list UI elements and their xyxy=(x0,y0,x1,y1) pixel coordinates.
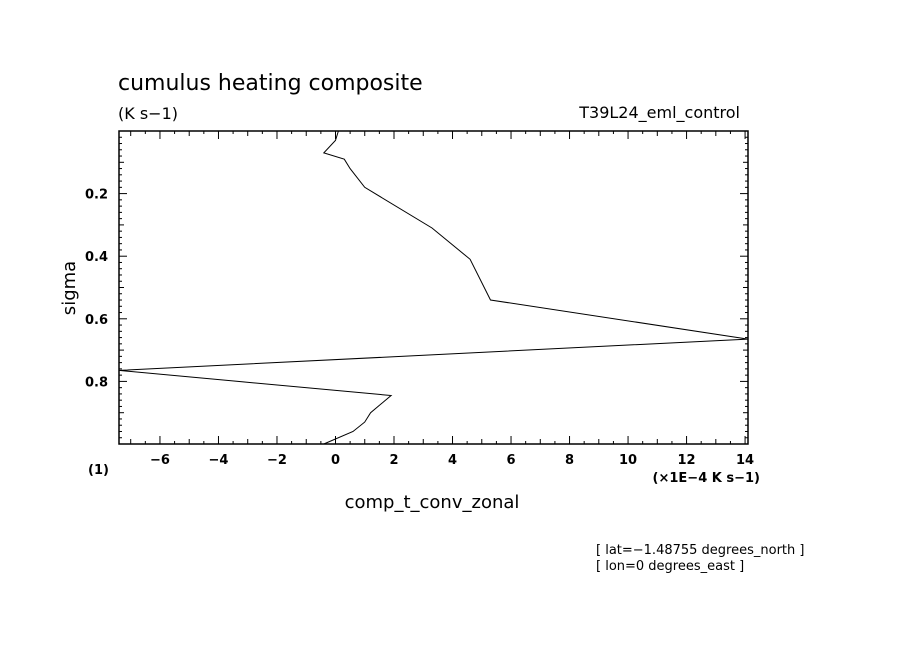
x-tick-label: 8 xyxy=(565,453,574,468)
lon-annotation: [ lon=0 degrees_east ] xyxy=(596,559,744,574)
plot-frame xyxy=(118,130,749,445)
units-label: (K s−1) xyxy=(118,104,178,123)
y-unit-label: (1) xyxy=(88,463,109,478)
y-axis-label: sigma xyxy=(59,261,80,315)
y-tick-label: 0.4 xyxy=(85,250,108,265)
y-tick-label: 0.2 xyxy=(85,188,108,203)
x-tick-label: 6 xyxy=(507,453,516,468)
series-group xyxy=(118,130,749,445)
chart-title: cumulus heating composite xyxy=(118,71,423,96)
x-tick-label: −6 xyxy=(150,453,170,468)
series-line xyxy=(118,130,749,445)
x-axis-label: comp_t_conv_zonal xyxy=(345,492,520,513)
x-tick-label: 12 xyxy=(678,453,696,468)
run-label: T39L24_eml_control xyxy=(578,103,740,123)
y-tick-labels: 0.2 0.4 0.6 0.8 xyxy=(85,188,108,391)
x-tick-label: −2 xyxy=(267,453,287,468)
x-tick-label: 2 xyxy=(389,453,398,468)
x-tick-labels: −6 −4 −2 0 2 4 6 8 10 12 14 xyxy=(150,453,754,468)
x-tick-label: 14 xyxy=(736,453,754,468)
x-tick-label: −4 xyxy=(208,453,228,468)
y-tick-label: 0.8 xyxy=(85,375,108,390)
x-tick-label: 10 xyxy=(619,453,637,468)
x-scale-label: (×1E−4 K s−1) xyxy=(653,471,760,486)
lat-annotation: [ lat=−1.48755 degrees_north ] xyxy=(596,543,804,558)
x-tick-label: 0 xyxy=(331,453,340,468)
y-tick-label: 0.6 xyxy=(85,313,108,328)
tick-marks xyxy=(119,131,748,444)
x-tick-label: 4 xyxy=(448,453,457,468)
